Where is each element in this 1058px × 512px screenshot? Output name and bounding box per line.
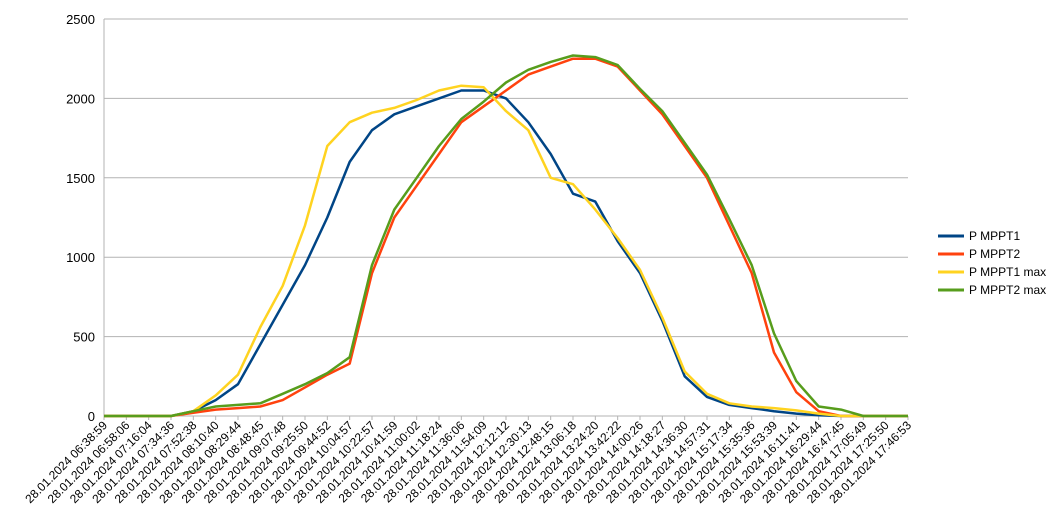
- y-axis-tick-labels: 0 500 1000 1500 2000 2500: [66, 12, 95, 424]
- legend: P MPPT1 P MPPT2 P MPPT1 max P MPPT2 max: [938, 229, 1046, 297]
- legend-label: P MPPT1 max: [969, 265, 1046, 279]
- legend-label: P MPPT2: [969, 247, 1020, 261]
- y-tick-label: 1500: [66, 171, 95, 186]
- y-tick-label: 500: [73, 330, 95, 345]
- y-tick-label: 2000: [66, 91, 95, 106]
- series-line-3: [104, 84, 908, 418]
- legend-label: P MPPT2 max: [969, 283, 1046, 297]
- series-line-4: [104, 54, 908, 418]
- legend-label: P MPPT1: [969, 229, 1020, 243]
- series-line-2: [104, 57, 908, 418]
- y-tick-label: 0: [88, 409, 95, 424]
- y-tick-label: 2500: [66, 12, 95, 27]
- series-line-1: [104, 89, 908, 418]
- y-tick-label: 1000: [66, 250, 95, 265]
- series-lines: [104, 54, 908, 418]
